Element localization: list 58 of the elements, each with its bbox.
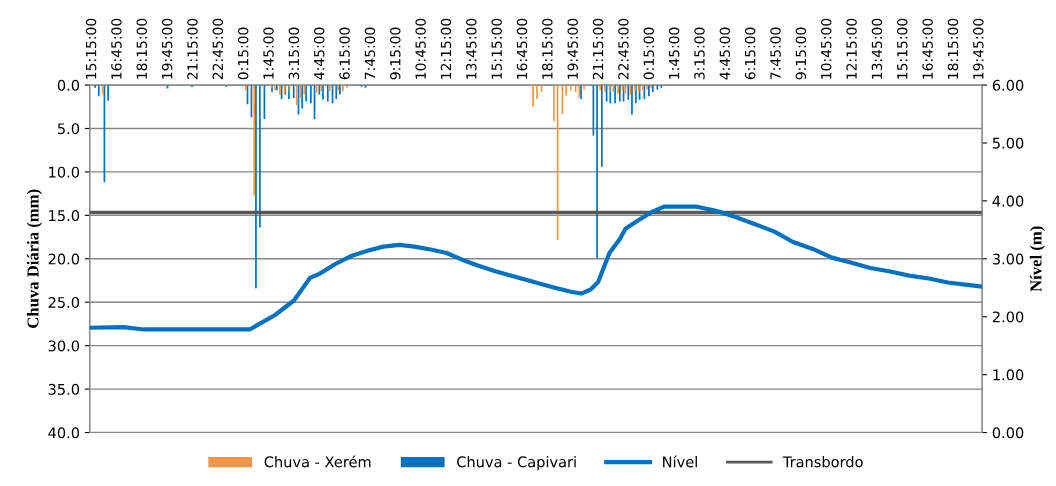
x-tick-label: 1:45:00 [668, 27, 680, 79]
x-tick-label: 21:15:00 [187, 18, 198, 80]
x-tick-label: 19:45:00 [161, 18, 173, 79]
legend-label: Nível [663, 455, 697, 468]
x-tick-label: 10:45:00 [820, 18, 832, 79]
y2-tick-label: 1.00 [993, 369, 1024, 381]
x-tick-label: 15:15:00 [897, 18, 908, 79]
y2-tick-label: 4.00 [992, 195, 1024, 207]
x-tick-label: 22:45:00 [212, 18, 224, 80]
x-tick-label: 10:45:00 [415, 18, 426, 79]
legend-label: Chuva - Capivari [457, 456, 576, 471]
x-tick-label: 16:45:00 [111, 18, 122, 79]
y2-tick-label: 3.00 [992, 253, 1024, 265]
x-tick-label: 13:45:00 [466, 18, 477, 79]
x-tick-label: 7:45:00 [770, 27, 781, 80]
x-tick-label: 16:45:00 [516, 18, 528, 79]
y2-tick-label: 2.00 [992, 311, 1024, 323]
y-tick-label: 35.0 [48, 383, 80, 395]
y2-axis-title: Nível (m) [1029, 226, 1045, 292]
x-tick-label: 18:15:00 [542, 18, 553, 79]
x-tick-label: 4:45:00 [313, 27, 325, 80]
x-tick-label: 9:15:00 [795, 27, 807, 80]
x-tick-label: 3:15:00 [288, 27, 300, 80]
x-tick-label: 15:15:00 [491, 18, 502, 79]
y-tick-label: 25.0 [48, 296, 80, 308]
x-tick-label: 0:15:00 [643, 27, 655, 80]
x-tick-label: 16:45:00 [922, 18, 933, 79]
legend-label: Transbordo [782, 456, 863, 468]
y-tick-label: 5.0 [57, 123, 80, 135]
x-tick-label: 3:15:00 [694, 27, 705, 80]
legend-label: Chuva - Xerém [264, 455, 371, 468]
y-tick-label: 20.0 [48, 253, 80, 265]
x-tick-label: 6:15:00 [744, 27, 756, 80]
x-tick-label: 15:15:00 [85, 18, 97, 79]
x-tick-label: 6:15:00 [339, 27, 350, 80]
y-axis-title: Chuva Diária (mm) [26, 189, 43, 328]
y-tick-label: 40.0 [48, 427, 80, 439]
x-tick-label: 18:15:00 [947, 18, 959, 79]
y2-tick-label: 6.00 [992, 79, 1024, 91]
y-tick-label: 30.0 [48, 340, 80, 352]
x-tick-label: 21:15:00 [592, 18, 604, 80]
x-tick-label: 19:45:00 [567, 18, 578, 79]
x-tick-label: 9:15:00 [390, 27, 401, 80]
x-tick-label: 0:15:00 [237, 27, 249, 80]
x-tick-label: 13:45:00 [871, 18, 883, 79]
x-tick-label: 18:15:00 [136, 18, 148, 79]
y-tick-label: 15.0 [49, 210, 80, 222]
y2-tick-label: 0.00 [992, 427, 1024, 439]
x-tick-label: 19:45:00 [973, 18, 984, 79]
y-tick-label: 0.0 [57, 79, 80, 91]
x-tick-label: 22:45:00 [618, 18, 629, 80]
x-tick-label: 12:15:00 [846, 18, 857, 79]
x-tick-label: 7:45:00 [364, 27, 376, 80]
y-tick-label: 10.0 [49, 166, 80, 178]
y2-tick-label: 5.00 [992, 137, 1024, 149]
x-tick-label: 12:15:00 [440, 18, 452, 79]
x-tick-label: 1:45:00 [263, 27, 274, 79]
x-tick-label: 4:45:00 [719, 27, 731, 80]
